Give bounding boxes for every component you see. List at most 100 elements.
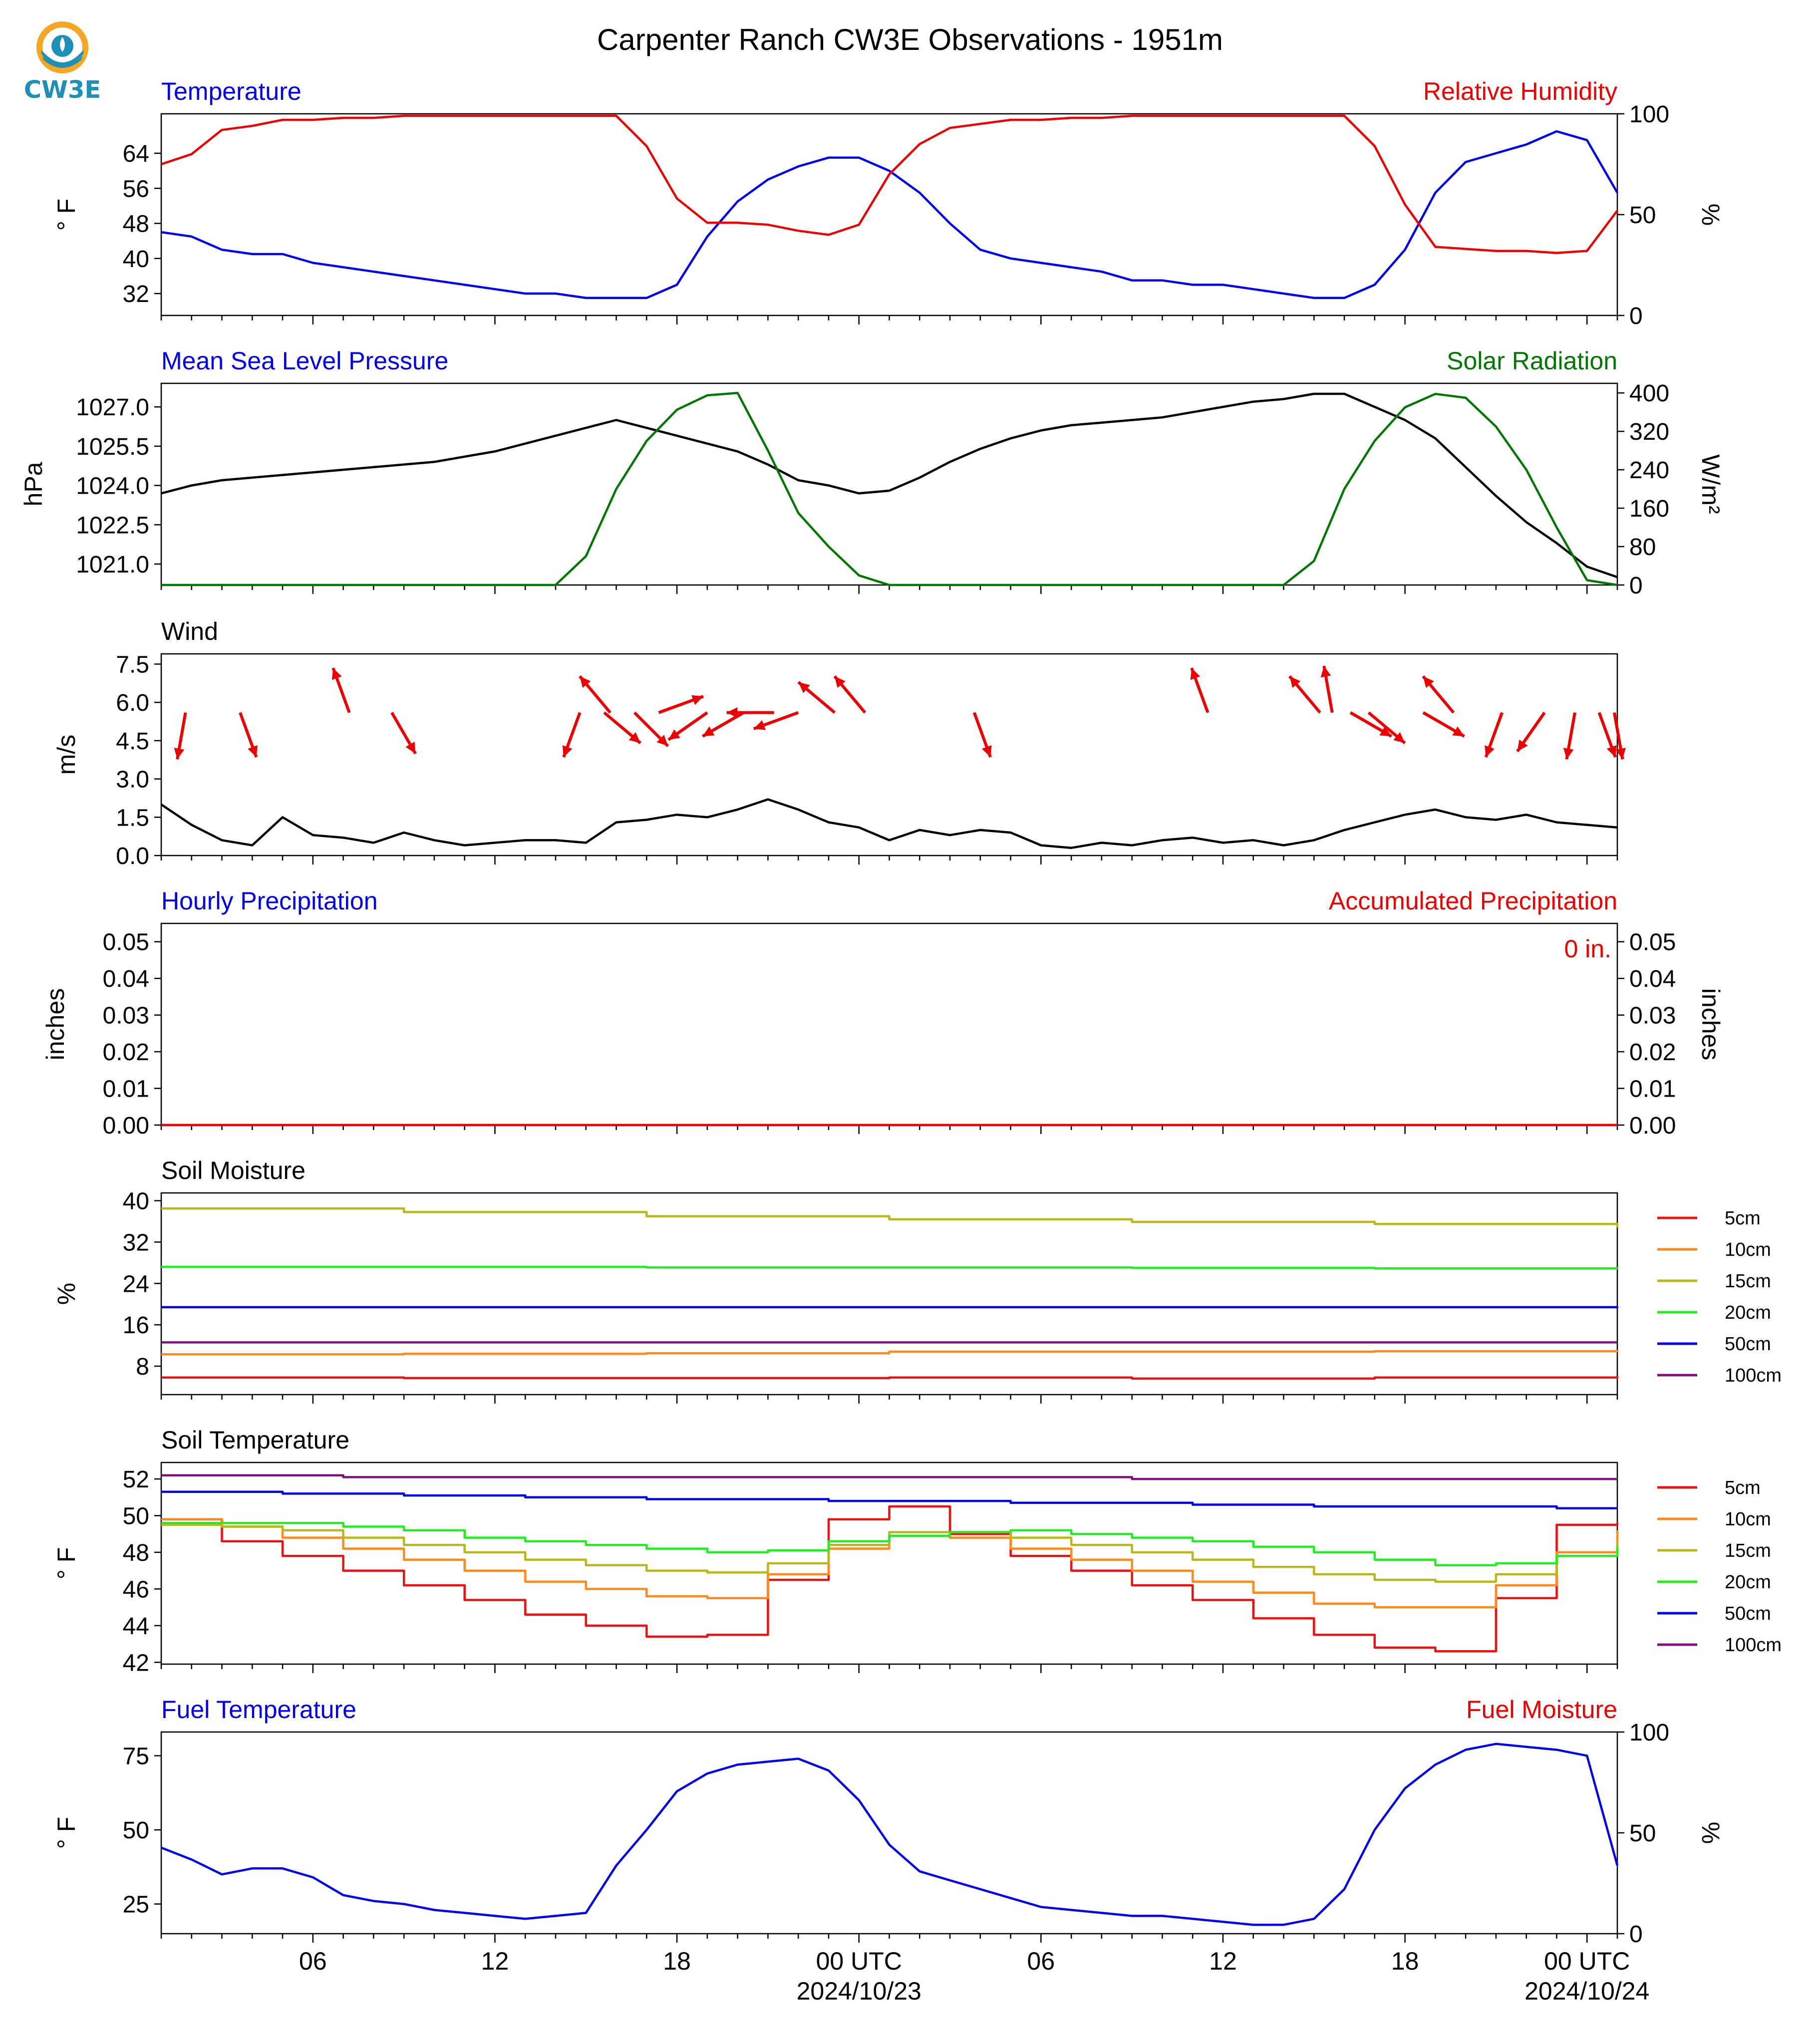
- y2-tick-label: 0.00: [1629, 1113, 1676, 1139]
- y-tick-label: 1022.5: [76, 512, 149, 539]
- cw3e-logo-text: CW3E: [23, 76, 101, 104]
- y2-tick-label: 0: [1629, 573, 1643, 599]
- legend-label: 15cm: [1725, 1271, 1771, 1292]
- page-title: Carpenter Ranch CW3E Observations - 1951…: [597, 23, 1223, 56]
- wind-arrow-head: [331, 668, 342, 680]
- wind-arrow-head: [1190, 668, 1201, 680]
- y2-tick-label: 240: [1629, 457, 1669, 484]
- y-tick-label: 56: [123, 176, 149, 202]
- legend-entry: 15cm: [1657, 1540, 1771, 1561]
- series-line-relative-humidity: [161, 114, 1618, 255]
- wind-arrow: [1516, 711, 1546, 753]
- y-tick-label: 1027.0: [76, 394, 149, 421]
- wind-arrow: [1422, 711, 1465, 738]
- wind-arrow-head: [580, 676, 591, 688]
- wind-arrow: [1484, 712, 1504, 758]
- wind-arrow-head: [656, 735, 668, 746]
- y-tick-label: 40: [123, 1188, 149, 1215]
- y-tick-label: 3.0: [116, 767, 149, 793]
- y-tick-label: 64: [123, 141, 149, 167]
- y-tick-label: 0.0: [116, 843, 149, 869]
- legend-entry: 20cm: [1657, 1302, 1771, 1323]
- y-axis-label: ° F: [52, 1547, 80, 1579]
- wind-arrow: [833, 675, 867, 714]
- series-line-15cm: [161, 1523, 1619, 1583]
- wind-arrow-head: [981, 745, 992, 757]
- legend-label: 50cm: [1725, 1334, 1771, 1355]
- wind-arrow: [390, 712, 417, 755]
- y-axis-label: ° F: [52, 199, 80, 231]
- x-tick-label: 18: [663, 1947, 691, 1975]
- wind-arrow-head: [753, 720, 766, 730]
- y-tick-label: 32: [123, 1229, 149, 1256]
- legend-entry: 100cm: [1657, 1365, 1782, 1386]
- y2-tick-label: 320: [1629, 419, 1669, 445]
- y-tick-label: 8: [136, 1354, 149, 1380]
- y-axis-label: hPa: [19, 462, 47, 506]
- series-line-50cm: [161, 1490, 1617, 1510]
- panel-pressure_solar: Mean Sea Level Pressure Solar Radiation 10…: [19, 347, 1725, 599]
- y2-tick-label: 0: [1629, 1921, 1643, 1948]
- y-axis-label: inches: [41, 988, 69, 1061]
- x-date-label: 2024/10/24: [1524, 1977, 1649, 2005]
- y-tick-label: 1024.0: [76, 473, 149, 500]
- panel-title-left: Wind: [161, 617, 218, 645]
- plot-frame: [160, 113, 1618, 316]
- y-tick-label: 48: [123, 211, 149, 238]
- plot-frame: [160, 1731, 1618, 1935]
- y-tick-label: 4.5: [116, 728, 149, 755]
- y-tick-label: 1021.0: [76, 552, 149, 578]
- y-tick-label: 0.02: [103, 1039, 149, 1066]
- wind-arrow: [797, 681, 836, 714]
- series-line-15cm: [161, 1207, 1619, 1228]
- y2-axis-label: W/m²: [1697, 454, 1725, 514]
- x-tick-label: 00 UTC: [816, 1947, 902, 1975]
- panel-temp_rh: Temperature Relative Humidity 32 40 48 56 64 ° …: [52, 77, 1725, 329]
- y2-axis-label: inches: [1697, 988, 1725, 1061]
- legend-entry: 20cm: [1657, 1572, 1771, 1593]
- series-line-temperature: [161, 130, 1618, 299]
- panel-fuel: Fuel Temperature Fuel Moisture 25 50 75 ° F 0 5…: [52, 1696, 1725, 1948]
- panel-title-left: Temperature: [161, 77, 302, 105]
- x-tick-label: 00 UTC: [1544, 1947, 1630, 1975]
- y2-tick-label: 400: [1629, 380, 1669, 407]
- x-tick-label: 12: [481, 1947, 509, 1975]
- y-tick-label: 46: [123, 1576, 149, 1603]
- legend-label: 10cm: [1725, 1509, 1771, 1530]
- wind-arrow-head: [1606, 745, 1617, 757]
- wind-arrow-head: [562, 745, 573, 757]
- x-tick-label: 06: [299, 1947, 327, 1975]
- wind-arrow: [1597, 712, 1617, 758]
- wind-arrow-head: [628, 732, 641, 743]
- wind-arrow: [562, 712, 582, 758]
- wind-arrow: [174, 712, 187, 760]
- series-line-20cm: [161, 1521, 1619, 1566]
- series-line-fuel-temperature: [161, 1742, 1619, 1926]
- y-tick-label: 40: [123, 246, 149, 273]
- panel-title-right: Accumulated Precipitation: [1329, 887, 1617, 915]
- y-tick-label: 0.01: [103, 1076, 149, 1103]
- series-line-20cm: [161, 1265, 1619, 1270]
- y-tick-label: 52: [123, 1466, 149, 1493]
- plot-frame: [160, 922, 1618, 1126]
- y-axis-label: %: [52, 1283, 80, 1305]
- wind-arrow-head: [798, 682, 810, 693]
- wind-arrow-head: [691, 695, 703, 705]
- legend-label: 100cm: [1725, 1365, 1782, 1386]
- series-line-wind-speed: [160, 798, 1618, 849]
- wind-arrow: [239, 712, 258, 758]
- wind-arrow: [1190, 667, 1210, 713]
- wind-arrow: [1367, 711, 1406, 744]
- y-tick-label: 24: [123, 1271, 149, 1297]
- accumulated-precip-annotation: 0 in.: [1564, 935, 1611, 963]
- wind-arrow: [753, 711, 799, 730]
- y2-tick-label: 50: [1629, 1820, 1656, 1847]
- y2-tick-label: 0.04: [1629, 966, 1676, 992]
- y-tick-label: 25: [123, 1892, 149, 1918]
- wind-arrow: [1422, 675, 1455, 714]
- series-line-10cm: [161, 1350, 1619, 1356]
- panel-title-left: Mean Sea Level Pressure: [161, 347, 448, 375]
- wind-arrow: [633, 711, 669, 747]
- y-axis-label: m/s: [52, 735, 80, 775]
